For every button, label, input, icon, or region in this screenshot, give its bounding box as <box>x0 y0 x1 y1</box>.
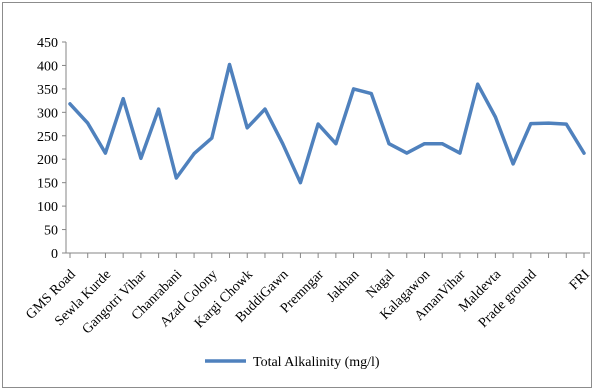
data-point <box>68 102 72 106</box>
y-tick-label: 300 <box>37 106 58 121</box>
data-point <box>245 126 249 130</box>
data-point <box>316 122 320 126</box>
y-tick-label: 0 <box>51 247 58 262</box>
data-point <box>352 87 356 91</box>
data-point <box>511 162 515 166</box>
series-line-total-alkalinity <box>68 62 586 185</box>
series-group <box>68 62 586 185</box>
data-point <box>228 63 232 67</box>
x-tick-label: FRI <box>567 267 593 293</box>
data-point <box>387 142 391 146</box>
data-point <box>440 142 444 146</box>
data-point <box>157 107 161 111</box>
data-point <box>564 122 568 126</box>
data-point <box>263 107 267 111</box>
data-point <box>298 181 302 185</box>
data-point <box>476 82 480 86</box>
y-tick-label: 150 <box>37 177 58 192</box>
data-point <box>139 156 143 160</box>
data-point <box>547 121 551 125</box>
chart-frame <box>2 2 592 388</box>
data-point <box>369 92 373 96</box>
y-tick-label: 350 <box>37 83 58 98</box>
data-point <box>192 152 196 156</box>
data-point <box>405 151 409 155</box>
y-tick-label: 400 <box>37 59 58 74</box>
data-point <box>121 97 125 101</box>
data-point <box>210 136 214 140</box>
data-point <box>529 122 533 126</box>
legend: Total Alkalinity (mg/l) <box>205 355 380 370</box>
legend-label-total-alkalinity: Total Alkalinity (mg/l) <box>253 355 380 370</box>
y-tick-label: 450 <box>37 36 58 51</box>
data-point <box>281 142 285 146</box>
data-point <box>493 115 497 119</box>
data-point <box>422 142 426 146</box>
data-point <box>86 121 90 125</box>
y-tick-label: 250 <box>37 130 58 145</box>
y-tick-label: 200 <box>37 153 58 168</box>
x-tick-label: Jakhan <box>324 267 362 305</box>
data-point <box>582 151 586 155</box>
data-point <box>103 151 107 155</box>
y-axis: 0 50 100 150 200 250 300 350 400 450 <box>37 36 67 262</box>
y-tick-label: 100 <box>37 200 58 215</box>
y-tick-label: 50 <box>44 224 58 239</box>
data-point <box>334 142 338 146</box>
data-point <box>458 151 462 155</box>
data-point <box>174 176 178 180</box>
